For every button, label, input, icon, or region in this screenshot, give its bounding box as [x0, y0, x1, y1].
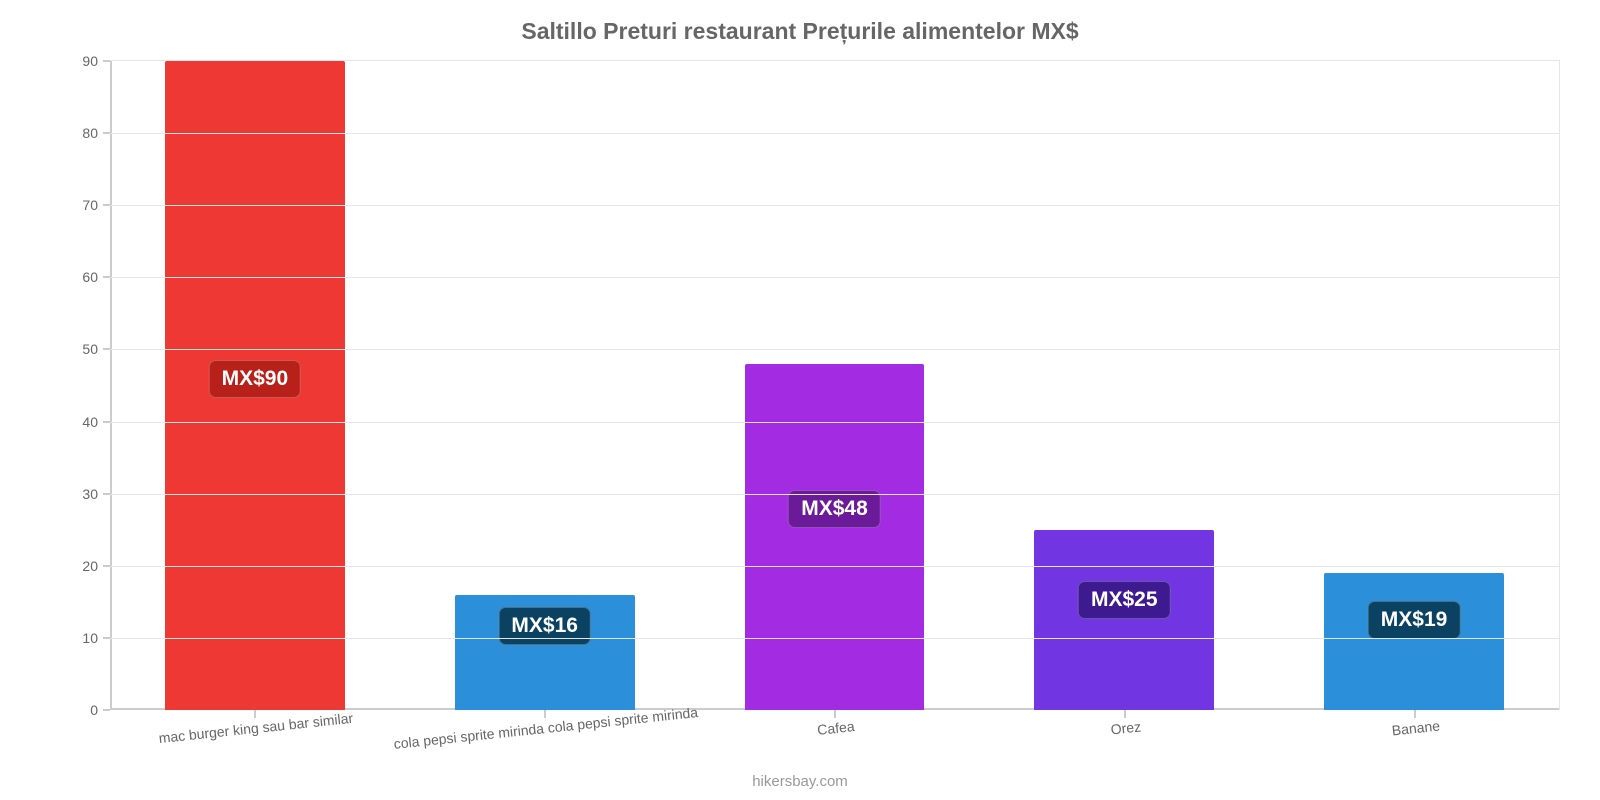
x-tick-mark — [1124, 710, 1126, 718]
bar — [745, 364, 925, 710]
data-label: MX$48 — [788, 490, 881, 528]
y-tick-mark — [103, 204, 110, 206]
x-tick-mark — [544, 710, 546, 718]
y-tick-label: 70 — [82, 197, 98, 213]
x-tick-mark — [1414, 710, 1416, 718]
chart-credit: hikersbay.com — [0, 773, 1600, 790]
y-tick-mark — [103, 421, 110, 423]
grid-line — [110, 422, 1559, 423]
plot-area: MX$90MX$16MX$48MX$25MX$19 01020304050607… — [110, 60, 1560, 710]
y-tick-mark — [103, 709, 110, 711]
x-tick-label: Cafea — [816, 718, 855, 738]
x-axis-labels: mac burger king sau bar similarcola peps… — [110, 714, 1560, 754]
y-tick-label: 20 — [82, 558, 98, 574]
data-label: MX$25 — [1078, 581, 1171, 619]
y-tick-label: 60 — [82, 269, 98, 285]
y-tick-mark — [103, 60, 110, 62]
bar-slot: MX$90 — [110, 61, 400, 710]
x-tick-label: Banane — [1391, 717, 1441, 738]
x-tick-label: Orez — [1110, 718, 1142, 737]
y-tick-mark — [103, 637, 110, 639]
grid-line — [110, 494, 1559, 495]
x-label-slot: Cafea — [690, 714, 980, 754]
bar — [1324, 573, 1504, 710]
y-tick-label: 50 — [82, 341, 98, 357]
data-label: MX$16 — [498, 607, 591, 645]
x-label-slot: Banane — [1270, 714, 1560, 754]
y-tick-label: 0 — [90, 702, 98, 718]
price-chart: Saltillo Preturi restaurant Prețurile al… — [0, 0, 1600, 800]
bar-slot: MX$16 — [400, 61, 690, 710]
bar-slot: MX$19 — [1269, 61, 1559, 710]
grid-line — [110, 349, 1559, 350]
y-tick-mark — [103, 132, 110, 134]
data-label: MX$90 — [209, 360, 302, 398]
y-tick-mark — [103, 276, 110, 278]
x-label-slot: mac burger king sau bar similar — [110, 714, 400, 754]
x-tick-mark — [254, 710, 256, 718]
y-tick-mark — [103, 565, 110, 567]
grid-line — [110, 277, 1559, 278]
bar-slot: MX$25 — [979, 61, 1269, 710]
x-label-slot: Orez — [980, 714, 1270, 754]
chart-title: Saltillo Preturi restaurant Prețurile al… — [0, 0, 1600, 55]
x-label-slot: cola pepsi sprite mirinda cola pepsi spr… — [400, 714, 690, 754]
y-tick-mark — [103, 493, 110, 495]
x-tick-mark — [834, 710, 836, 718]
data-label: MX$19 — [1368, 601, 1461, 639]
grid-line — [110, 638, 1559, 639]
bar — [1034, 530, 1214, 710]
grid-line — [110, 205, 1559, 206]
y-tick-label: 40 — [82, 414, 98, 430]
y-tick-label: 10 — [82, 630, 98, 646]
grid-line — [110, 566, 1559, 567]
bar-slot: MX$48 — [690, 61, 980, 710]
y-tick-label: 30 — [82, 486, 98, 502]
y-tick-label: 80 — [82, 125, 98, 141]
y-tick-mark — [103, 348, 110, 350]
grid-line — [110, 133, 1559, 134]
y-tick-label: 90 — [82, 53, 98, 69]
bars-row: MX$90 MX$16 MX$48 MX$25 MX$19 — [110, 61, 1559, 710]
